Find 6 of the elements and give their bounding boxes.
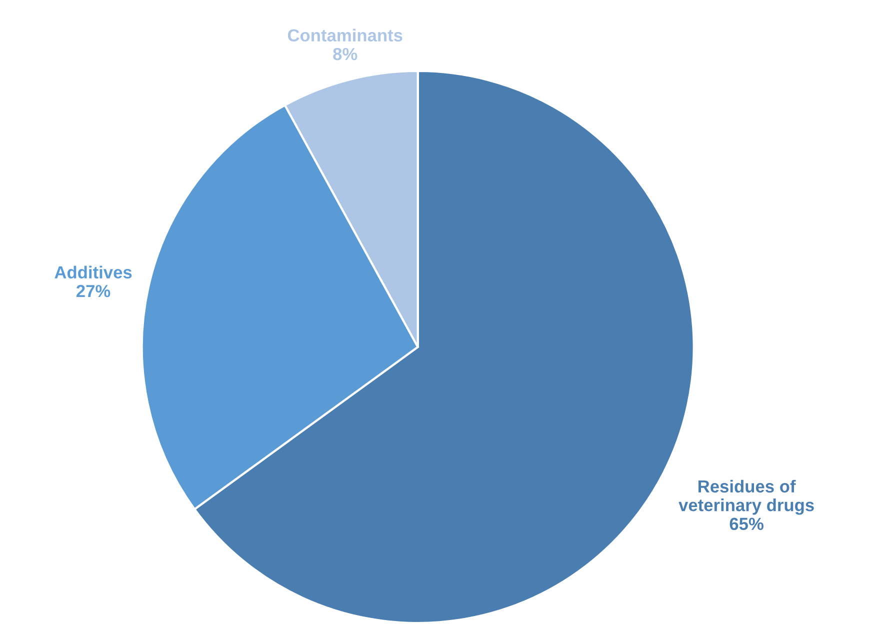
slice-label: Contaminants bbox=[288, 28, 402, 42]
data-label: 27% bbox=[76, 284, 110, 298]
data-label: 8% bbox=[333, 48, 358, 60]
slice-label: Residues of veterinary drugs bbox=[678, 480, 814, 515]
slice-label: Additives bbox=[54, 266, 132, 278]
data-label: 65% bbox=[730, 518, 764, 530]
